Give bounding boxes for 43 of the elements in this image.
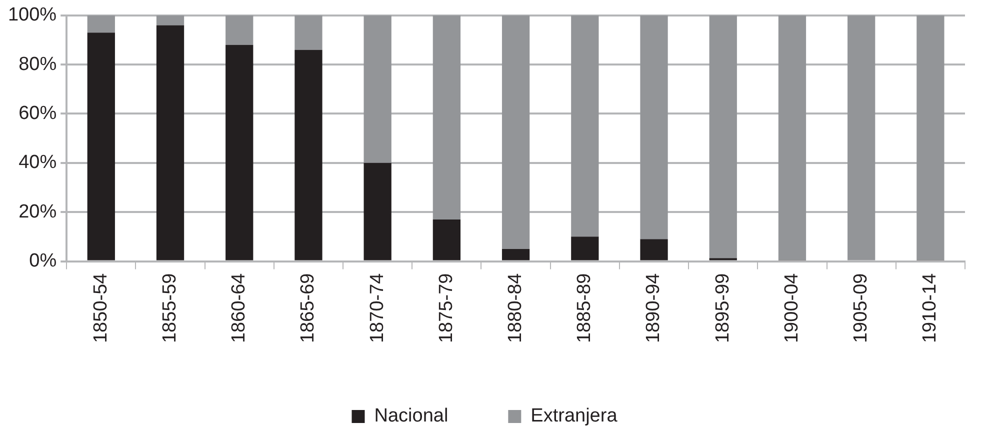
bar (571, 15, 599, 237)
y-tick-label: 60% (18, 102, 57, 124)
bar (87, 32, 115, 260)
x-tick-label: 1905-09 (850, 273, 872, 344)
bar (364, 162, 392, 260)
y-tick-label: 0% (29, 250, 57, 272)
bar (502, 15, 530, 249)
x-tick-label: 1875-79 (436, 273, 457, 344)
bar (432, 219, 461, 260)
legend-label: Nacional (374, 406, 448, 427)
bar (294, 50, 322, 260)
x-tick-label: 1885-89 (574, 273, 596, 344)
bar (848, 15, 876, 260)
x-tick-label: 1855-59 (159, 273, 180, 344)
x-tick-label: 1890-94 (643, 272, 664, 344)
bar (640, 239, 668, 260)
bar (156, 15, 184, 26)
x-tick-label: 1860-64 (228, 272, 250, 344)
bar (226, 44, 254, 260)
bar (640, 15, 668, 240)
bar (432, 15, 461, 220)
bar (916, 15, 944, 260)
x-tick-label: 1870-74 (366, 272, 388, 344)
x-tick-label: 1895-99 (712, 273, 734, 344)
y-tick-label: 80% (18, 54, 57, 75)
bar (709, 15, 737, 258)
legend-label: Extranjera (530, 406, 618, 427)
bar (87, 15, 115, 33)
bar (778, 15, 806, 260)
bar (571, 236, 599, 260)
bar (226, 15, 254, 45)
bar (294, 15, 322, 50)
bar (156, 25, 184, 260)
y-tick-label: 100% (8, 4, 57, 26)
x-tick-label: 1880-84 (505, 272, 526, 344)
y-tick-label: 40% (18, 152, 57, 174)
bar (364, 15, 392, 163)
bar (502, 248, 530, 260)
x-tick-label: 1910-14 (920, 272, 941, 344)
x-tick-label: 1865-69 (298, 273, 319, 344)
y-tick-label: 20% (18, 201, 57, 222)
x-tick-label: 1850-54 (90, 272, 112, 344)
x-tick-label: 1900-04 (781, 272, 802, 344)
